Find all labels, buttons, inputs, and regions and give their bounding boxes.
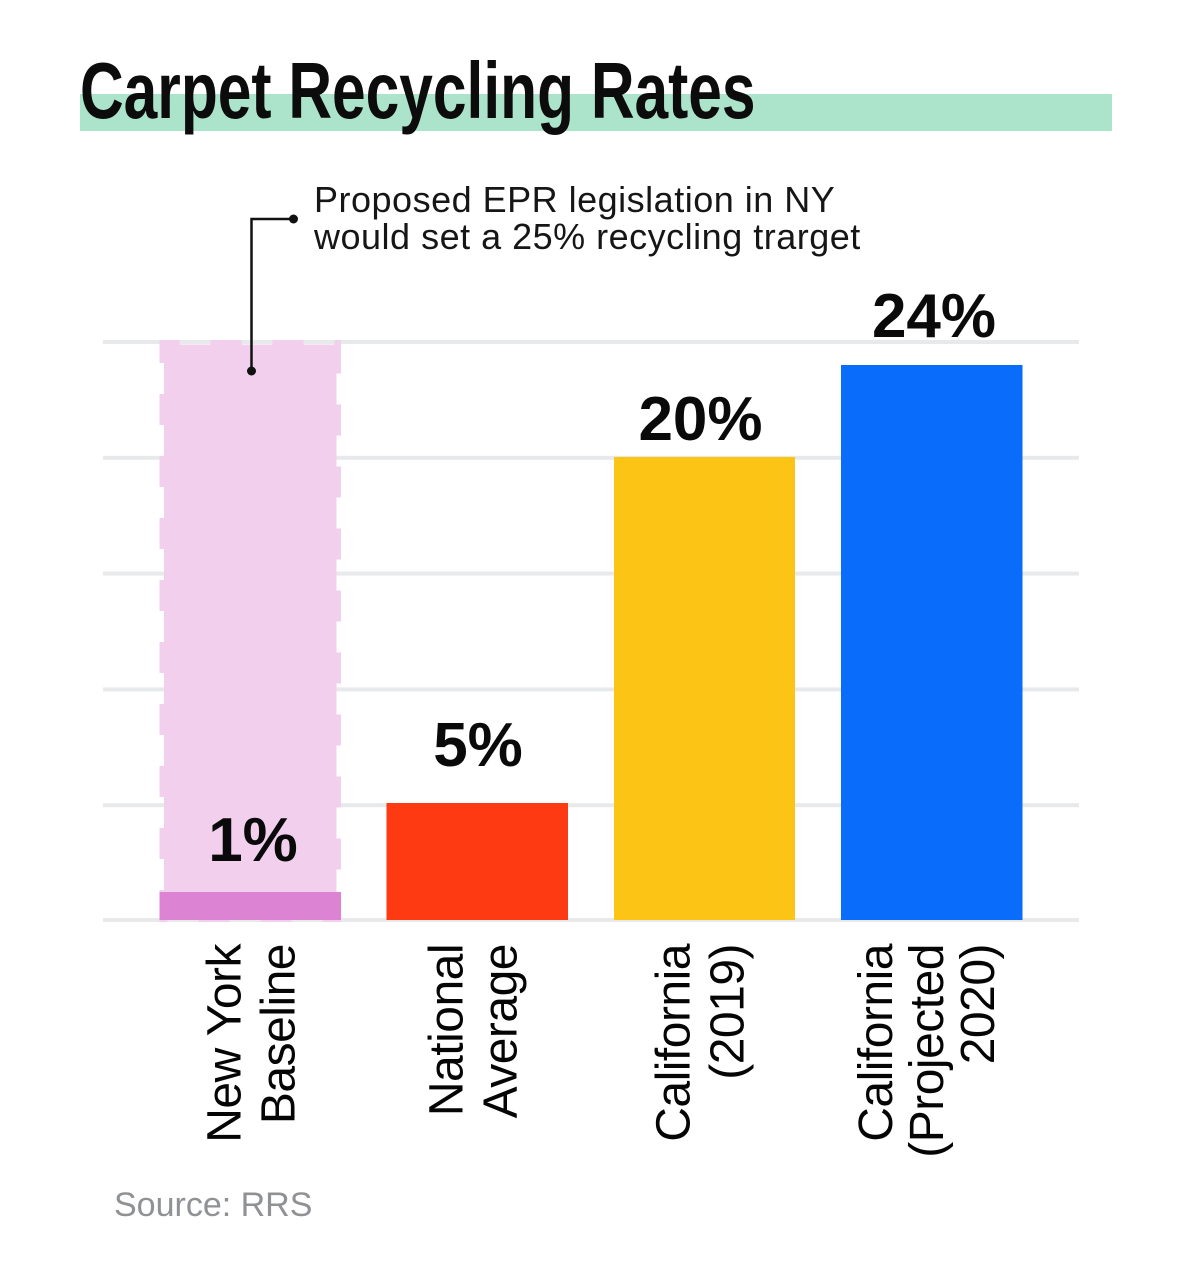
- svg-text:1%: 1%: [208, 806, 298, 875]
- svg-text:20%: 20%: [638, 385, 762, 454]
- svg-text:California(Projected2020): California(Projected2020): [850, 943, 1005, 1158]
- svg-text:Source: RRS: Source: RRS: [114, 1186, 312, 1224]
- svg-text:Proposed EPR legislation in NY: Proposed EPR legislation in NY: [314, 179, 835, 220]
- svg-text:5%: 5%: [433, 711, 523, 780]
- svg-text:NationalAverage: NationalAverage: [421, 944, 528, 1118]
- svg-text:California(2019): California(2019): [648, 943, 755, 1142]
- svg-text:Carpet Recycling Rates: Carpet Recycling Rates: [80, 47, 756, 136]
- svg-text:would set a 25% recycling trar: would set a 25% recycling trarget: [313, 216, 861, 257]
- svg-text:24%: 24%: [872, 282, 996, 351]
- svg-text:New YorkBaseline: New YorkBaseline: [199, 943, 306, 1143]
